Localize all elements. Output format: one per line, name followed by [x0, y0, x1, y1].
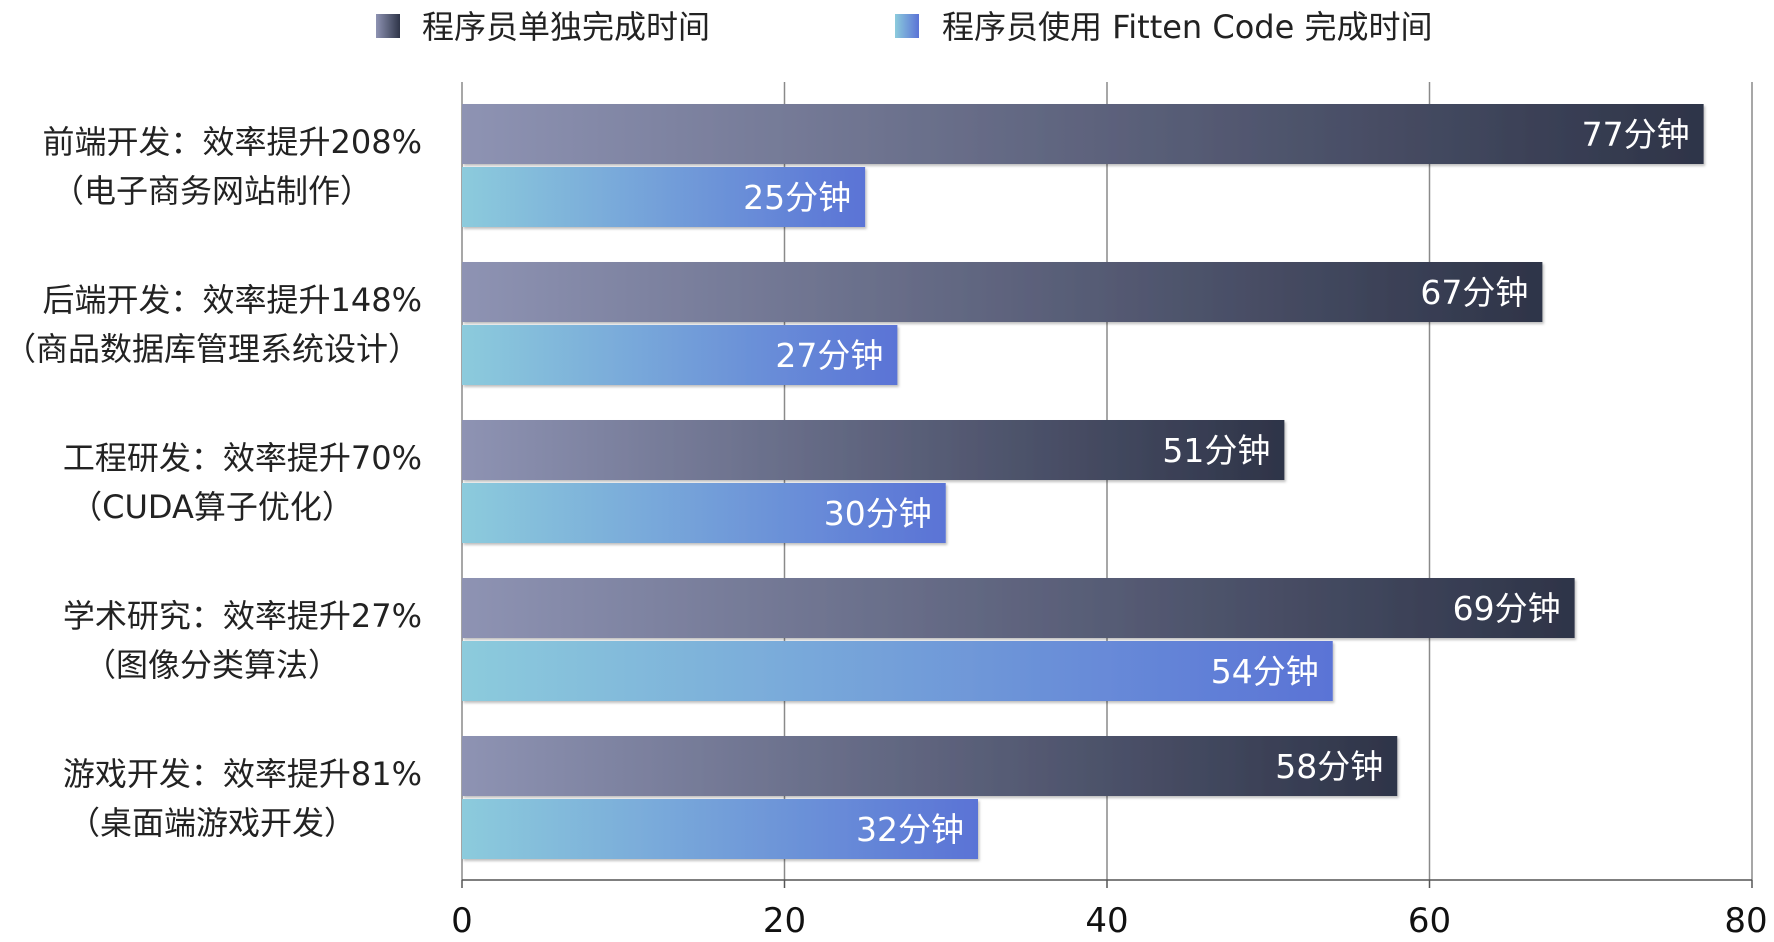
bar-value-label-s1-c3: 54分钟	[1211, 652, 1319, 691]
legend-label-0: 程序员单独完成时间	[422, 8, 710, 46]
legend-swatch-1	[895, 14, 919, 38]
bar-s0-c4	[462, 736, 1398, 796]
bar-s1-c3	[462, 641, 1333, 701]
bar-value-label-s0-c1: 67分钟	[1420, 273, 1528, 312]
category-label-line1-2: 工程研发：效率提升70%	[63, 439, 422, 477]
bar-value-label-s1-c0: 25分钟	[743, 178, 851, 217]
category-label-line2-1: （商品数据库管理系统设计）	[4, 330, 420, 368]
category-label-line1-4: 游戏开发：效率提升81%	[63, 755, 422, 793]
bar-value-label-s1-c4: 32分钟	[856, 810, 964, 849]
category-label-line1-3: 学术研究：效率提升27%	[63, 597, 422, 635]
bar-s1-c2	[462, 483, 946, 543]
bar-value-label-s1-c2: 30分钟	[824, 494, 932, 533]
x-axis-ticks: 0 20 40 60 80	[451, 901, 1767, 941]
bar-s1-c0	[462, 167, 866, 227]
x-tick-label-2: 40	[1085, 901, 1128, 941]
bar-value-label-s1-c1: 27分钟	[775, 336, 883, 375]
category-labels: 前端开发：效率提升208% （电子商务网站制作） 后端开发：效率提升148% （商品数…	[4, 123, 422, 842]
bar-value-label-s0-c2: 51分钟	[1162, 431, 1270, 470]
legend-label-1: 程序员使用 Fitten Code 完成时间	[942, 8, 1432, 46]
category-label-line2-2: （CUDA算子优化）	[70, 488, 354, 526]
bars: 77分钟 25分钟 67分钟 27分钟 51分钟 30分钟 69分钟 54分钟 58分钟 32分钟	[462, 104, 1704, 859]
bar-s1-c1	[462, 325, 898, 385]
x-tick-label-1: 20	[763, 901, 806, 941]
category-label-line1-0: 前端开发：效率提升208%	[43, 123, 423, 161]
category-label-line2-0: （电子商务网站制作）	[52, 172, 372, 210]
bar-value-label-s0-c4: 58分钟	[1275, 747, 1383, 786]
category-label-line1-1: 后端开发：效率提升148%	[43, 281, 423, 319]
bar-s0-c1	[462, 262, 1543, 322]
bar-value-label-s0-c3: 69分钟	[1453, 589, 1561, 628]
bar-s0-c3	[462, 578, 1575, 638]
x-tick-label-4: 80	[1724, 901, 1767, 941]
bar-s0-c2	[462, 420, 1285, 480]
x-tick-label-3: 60	[1408, 901, 1451, 941]
bar-value-label-s0-c0: 77分钟	[1582, 115, 1690, 154]
legend: 程序员单独完成时间 程序员使用 Fitten Code 完成时间	[376, 8, 1432, 46]
bar-s0-c0	[462, 104, 1704, 164]
bar-s1-c4	[462, 799, 978, 859]
category-label-line2-4: （桌面端游戏开发）	[68, 804, 356, 842]
x-tick-label-0: 0	[451, 901, 473, 941]
legend-swatch-0	[376, 14, 400, 38]
category-label-line2-3: （图像分类算法）	[84, 646, 340, 684]
